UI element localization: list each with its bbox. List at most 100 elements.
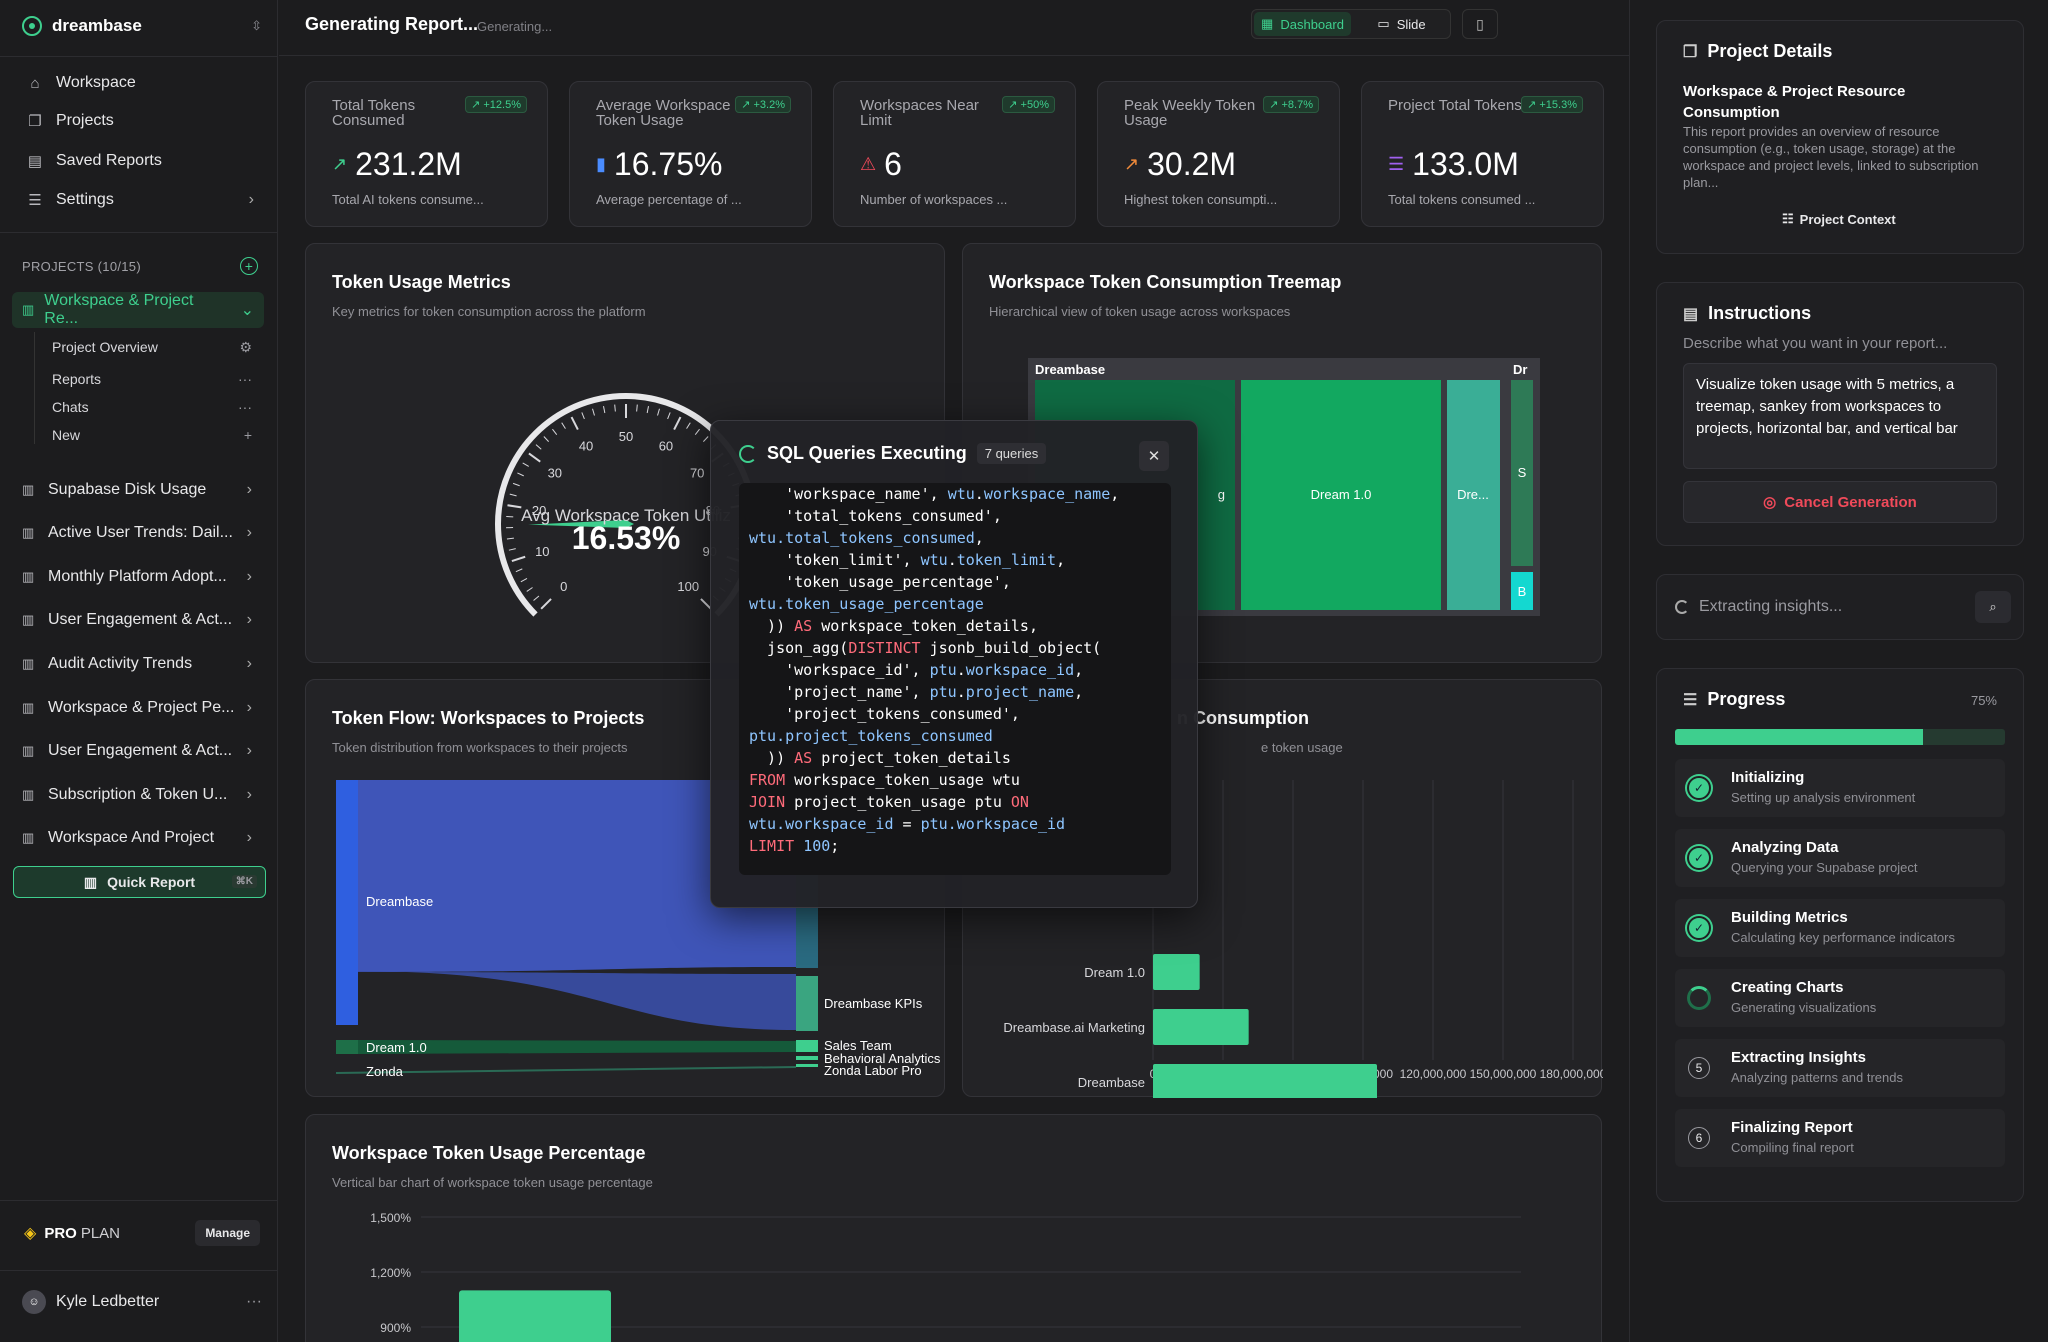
quick-report-button[interactable]: ▥ Quick Report ⌘K	[13, 866, 266, 898]
project-item[interactable]: ▥ Monthly Platform Adopt... ›	[14, 559, 264, 595]
document-icon: ▤	[1683, 305, 1699, 323]
sankey-link	[354, 971, 796, 1030]
sankey-label: Sales Team	[824, 1038, 892, 1053]
vbar-bar[interactable]	[459, 1290, 611, 1342]
manage-plan-button[interactable]: Manage	[195, 1220, 260, 1246]
sankey-node-zonda-labor-pro[interactable]	[796, 1064, 818, 1067]
nav-projects[interactable]: ❐ Projects	[14, 104, 264, 138]
gauge-needle	[528, 520, 634, 528]
step-number-icon: 5	[1688, 1057, 1710, 1079]
home-icon: ⌂	[30, 74, 40, 92]
user-name: Kyle Ledbetter	[56, 1293, 160, 1310]
sql-token: ptu	[929, 661, 957, 679]
sql-token: json_agg(	[749, 639, 849, 657]
chevron-right-icon: ›	[246, 699, 252, 716]
hbar-bar[interactable]	[1153, 954, 1200, 990]
sql-queries-modal: SQL Queries Executing 7 queries ✕ 'works…	[710, 420, 1198, 908]
gauge-tick	[506, 537, 514, 540]
hbar-bar[interactable]	[1153, 1009, 1249, 1045]
instructions-textarea[interactable]: Visualize token usage with 5 metrics, a …	[1683, 363, 1997, 469]
sub-item-chats[interactable]: Chats ···	[52, 395, 252, 419]
sql-token: wtu	[920, 551, 948, 569]
sankey-node-dreambase[interactable]	[336, 780, 358, 1025]
project-item[interactable]: ▥ Audit Activity Trends ›	[14, 646, 264, 682]
progress-percent: 75%	[1970, 693, 1997, 708]
check-circle-icon: ✓	[1687, 846, 1711, 870]
treemap-cell[interactable]	[1511, 380, 1533, 566]
project-label: User Engagement & Act...	[48, 611, 233, 628]
settings-sliders-icon: ☰	[28, 192, 42, 209]
user-menu[interactable]: ☺ Kyle Ledbetter ···	[22, 1288, 262, 1316]
project-label: Workspace & Project Pe...	[48, 699, 235, 716]
chart-icon: ▥	[22, 569, 35, 584]
gauge-tick	[700, 598, 712, 610]
gauge-tick	[508, 548, 516, 551]
sql-token: .	[974, 485, 984, 503]
project-item[interactable]: ▥ User Engagement & Act... ›	[14, 602, 264, 638]
more-icon[interactable]: ···	[238, 371, 252, 387]
more-icon[interactable]: ···	[246, 1293, 262, 1310]
tab-slide[interactable]: ▭ Slide	[1353, 10, 1450, 38]
card-title: Token Usage Metrics	[332, 272, 511, 292]
nav-saved-reports[interactable]: ▤ Saved Reports	[14, 144, 264, 178]
sub-item-project-overview[interactable]: Project Overview ⚙	[52, 335, 252, 359]
sql-token: workspace_name	[983, 485, 1111, 503]
search-insights-icon[interactable]: ⌕	[1975, 591, 2011, 623]
gauge-tick	[543, 436, 550, 442]
project-item[interactable]: ▥ User Engagement & Act... ›	[14, 733, 264, 769]
step-title: Analyzing Data	[1731, 839, 1839, 856]
divider	[0, 232, 278, 233]
tab-dashboard[interactable]: ▦ Dashboard	[1254, 12, 1351, 36]
add-project-icon[interactable]: +	[240, 257, 258, 275]
export-file-button[interactable]: ▯	[1462, 9, 1498, 39]
project-item[interactable]: ▥ Subscription & Token U... ›	[14, 777, 264, 813]
project-label: Monthly Platform Adopt...	[48, 568, 227, 585]
sql-line: 'token_limit', wtu.token_limit,	[749, 549, 1161, 571]
sql-token: DISTINCT	[848, 639, 921, 657]
project-item[interactable]: ▥ Workspace And Project ›	[14, 820, 264, 856]
sankey-label: Zonda Labor Pro	[824, 1063, 922, 1078]
project-context-button[interactable]: ☷ Project Context	[1782, 211, 1896, 227]
nav-label: Settings	[56, 191, 114, 208]
chevron-right-icon: ›	[246, 481, 252, 498]
sub-item-new[interactable]: New +	[52, 423, 252, 447]
treemap-cell[interactable]	[1241, 380, 1441, 610]
sql-token: ptu.workspace_id	[920, 815, 1066, 833]
card-title: Progress	[1707, 689, 1786, 709]
plus-icon[interactable]: +	[243, 427, 252, 443]
gauge-tick	[507, 504, 522, 509]
sql-token: 'total_tokens_consumed',	[749, 507, 1002, 525]
sql-token: AS	[794, 617, 813, 635]
treemap-cell[interactable]	[1511, 572, 1533, 610]
sankey-node-dream-1[interactable]	[336, 1040, 358, 1054]
project-item[interactable]: ▥ Workspace & Project Pe... ›	[14, 690, 264, 726]
check-circle-icon: ✓	[1687, 776, 1711, 800]
more-icon[interactable]: ···	[238, 399, 252, 415]
sub-item-reports[interactable]: Reports ···	[52, 367, 252, 391]
project-item[interactable]: ▥ Active User Trends: Dail... ›	[14, 515, 264, 551]
kpi-delta-badge: ↗ +12.5%	[465, 96, 527, 113]
sankey-label: Dreambase KPIs	[824, 996, 923, 1011]
close-icon[interactable]: ✕	[1139, 441, 1169, 471]
cancel-generation-button[interactable]: ◎ Cancel Generation	[1683, 481, 1997, 523]
kpi-delta-badge: ↗ +15.3%	[1521, 96, 1583, 113]
gauge-tick	[636, 404, 638, 412]
sankey-node-dreambase-kpis[interactable]	[796, 976, 818, 1031]
gear-icon[interactable]: ⚙	[239, 338, 252, 355]
progress-step: Creating Charts Generating visualizations	[1675, 969, 2005, 1027]
treemap-cell[interactable]	[1447, 380, 1500, 610]
gauge-tick	[603, 406, 606, 414]
sankey-node-behavioral-analytics[interactable]	[796, 1056, 818, 1060]
project-label: User Engagement & Act...	[48, 742, 233, 759]
project-item[interactable]: ▥ Supabase Disk Usage ›	[14, 472, 264, 508]
chevron-down-icon: ⌄	[240, 302, 254, 319]
active-project[interactable]: ▥ Workspace & Project Re... ⌄	[12, 292, 264, 328]
nav-workspace[interactable]: ⌂ Workspace	[14, 66, 264, 100]
kpi-delta-badge: ↗ +50%	[1002, 96, 1055, 113]
hbar-bar[interactable]	[1153, 1064, 1377, 1098]
bar-chart-icon: ▮	[596, 154, 606, 174]
nav-settings[interactable]: ☰ Settings ›	[14, 183, 264, 217]
workspace-switcher[interactable]: dreambase ⇳	[22, 12, 262, 40]
sankey-node-sales-team[interactable]	[796, 1040, 818, 1052]
sql-line: 'token_usage_percentage',	[749, 571, 1161, 593]
